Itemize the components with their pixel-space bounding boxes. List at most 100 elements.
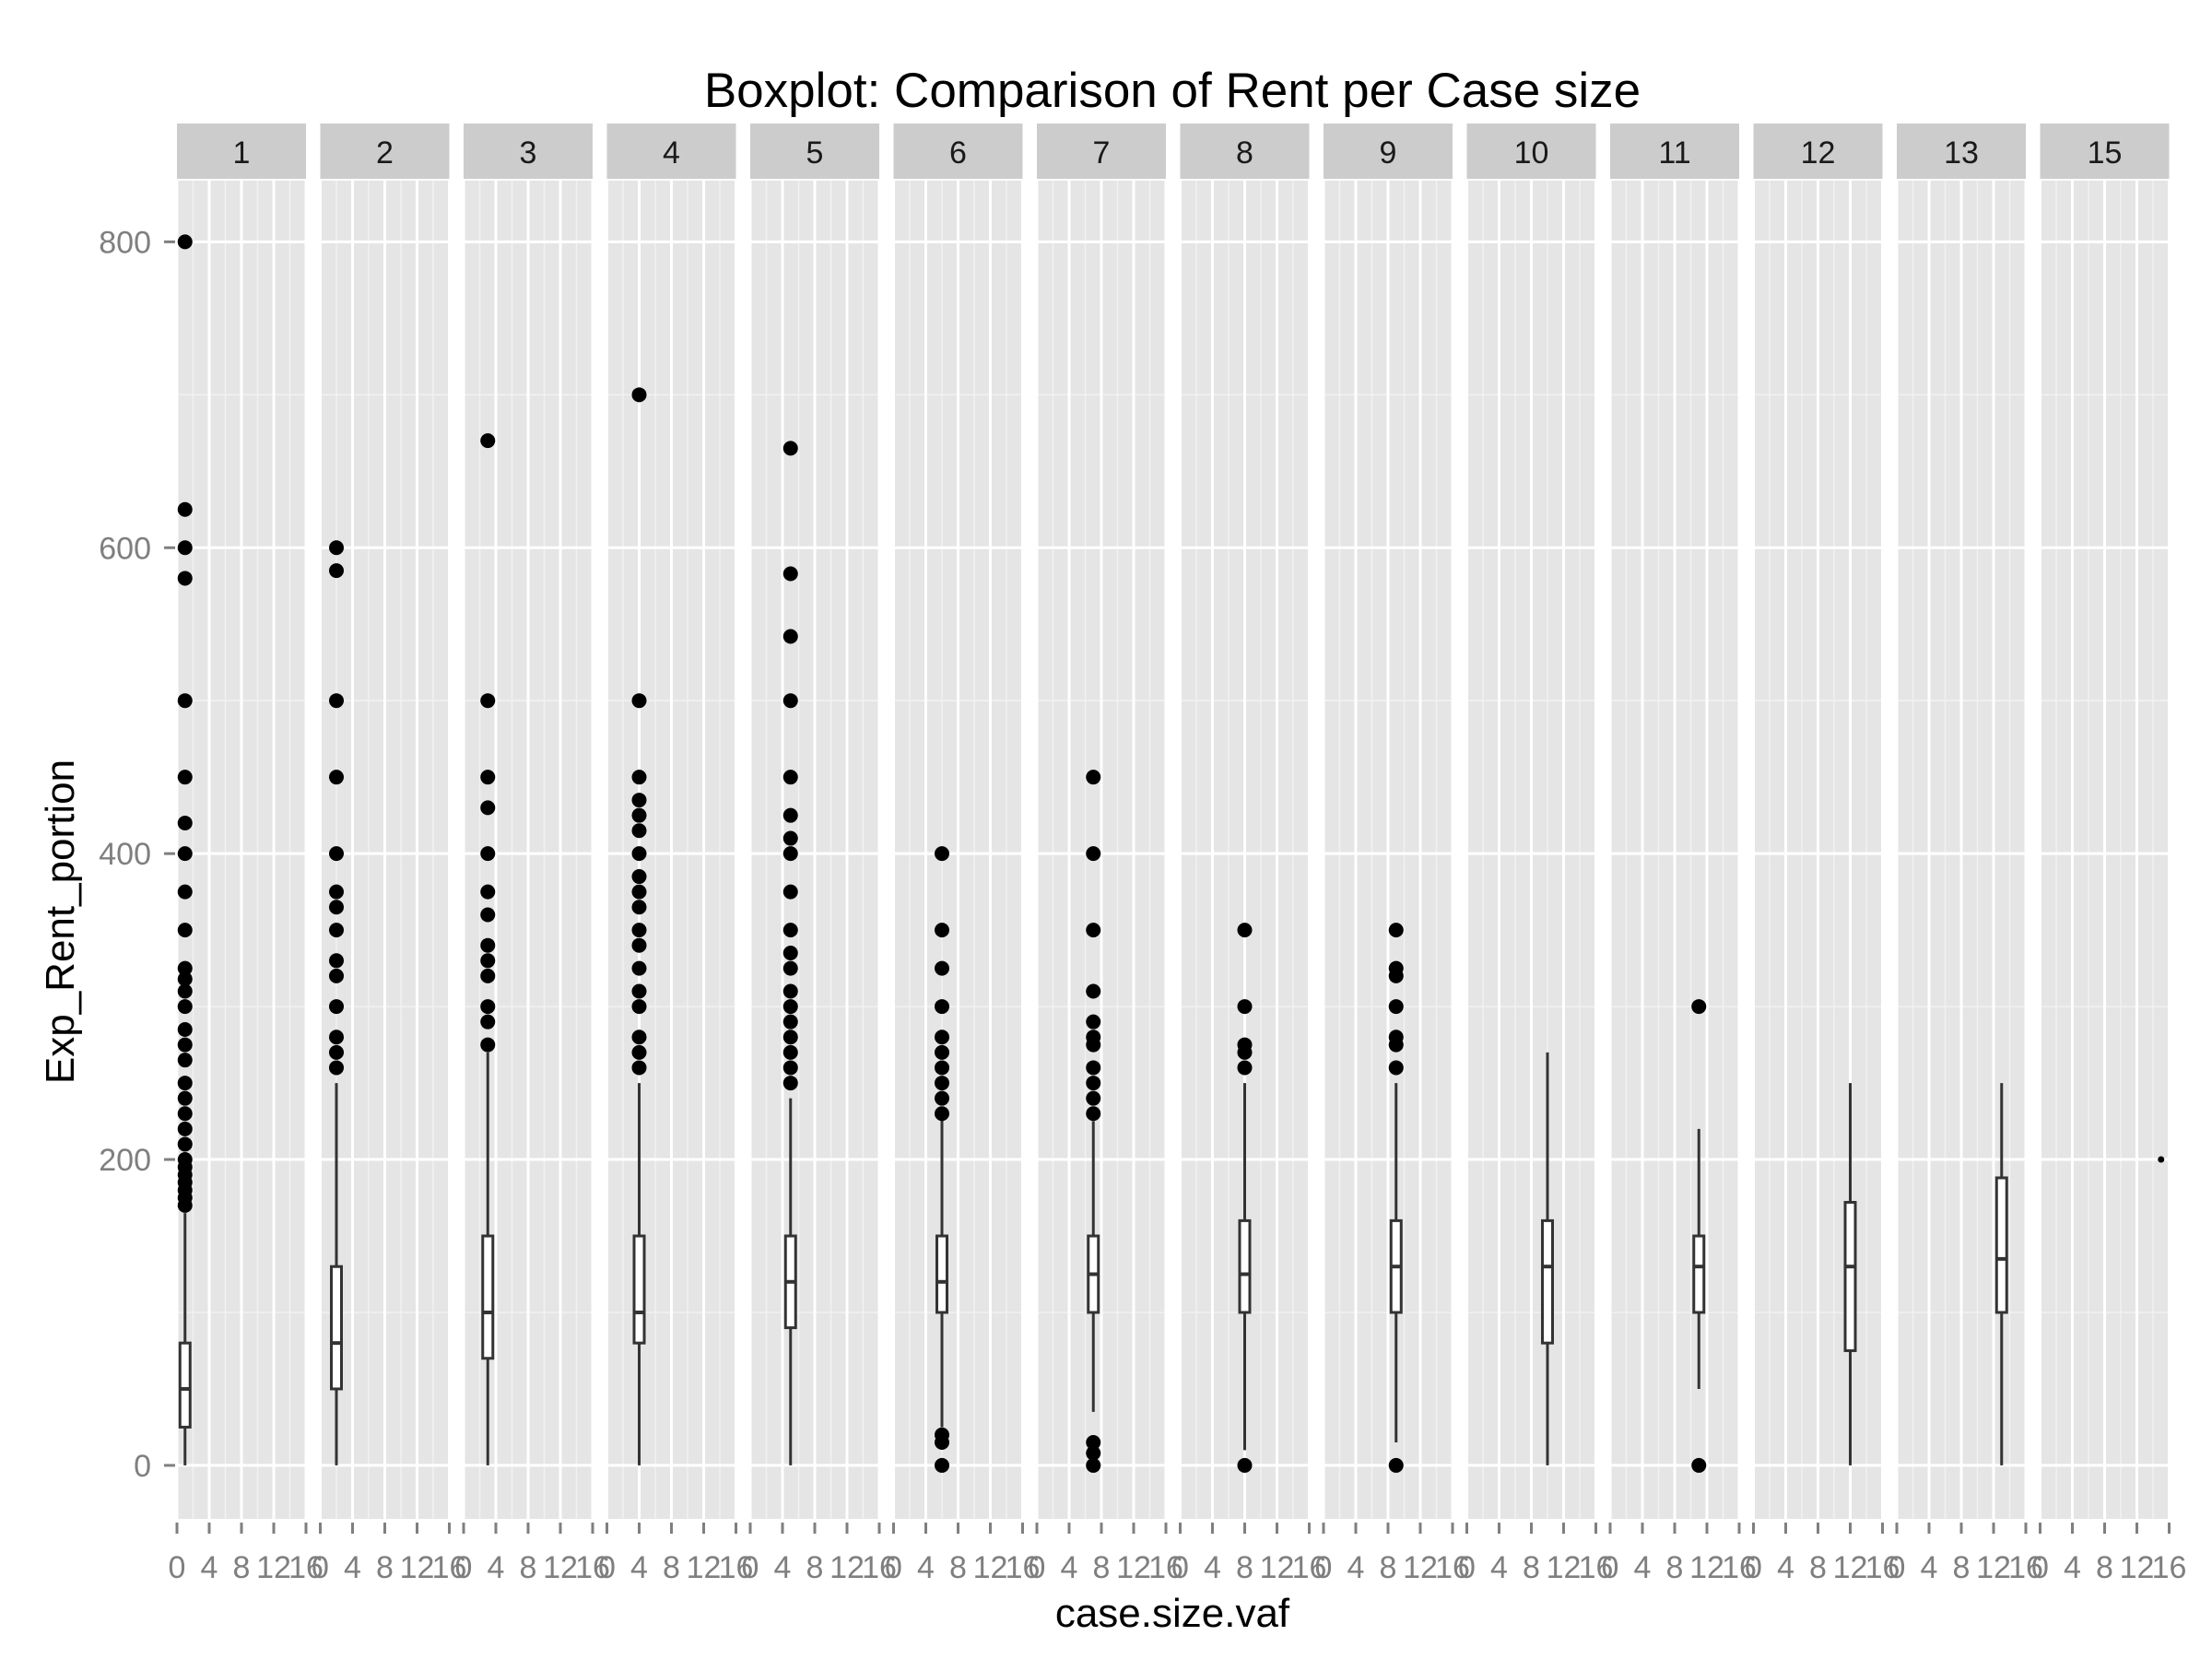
outlier-point bbox=[1086, 770, 1101, 785]
facet-strip-label: 8 bbox=[1236, 135, 1253, 171]
facet-strip bbox=[1324, 124, 1453, 179]
outlier-point bbox=[1086, 1457, 1101, 1473]
outlier-point bbox=[1237, 1457, 1253, 1473]
y-tick-label: 400 bbox=[99, 837, 151, 872]
outlier-point bbox=[1388, 1030, 1404, 1045]
outlier-point bbox=[177, 971, 193, 987]
outlier-point bbox=[631, 846, 647, 862]
x-tick-label: 4 bbox=[917, 1550, 935, 1585]
x-tick-label: 0 bbox=[2031, 1550, 2049, 1585]
x-tick-label: 8 bbox=[1953, 1550, 1971, 1585]
x-tick-label: 0 bbox=[169, 1550, 186, 1585]
outlier-point bbox=[329, 999, 344, 1015]
x-tick-label: 4 bbox=[1777, 1550, 1794, 1585]
facet-strip bbox=[1897, 124, 2026, 179]
outlier-point bbox=[631, 960, 647, 976]
outlier-point bbox=[329, 540, 344, 556]
y-tick-label: 200 bbox=[99, 1143, 151, 1178]
x-tick-label: 16 bbox=[1292, 1550, 1327, 1585]
outlier-point bbox=[935, 1457, 949, 1473]
outlier-point bbox=[631, 983, 647, 999]
x-tick-label: 12 bbox=[1260, 1550, 1295, 1585]
outlier-point bbox=[177, 815, 193, 830]
outlier-point bbox=[1388, 999, 1404, 1015]
facet-strip bbox=[177, 124, 306, 179]
x-axis-title: case.size.vaf bbox=[1055, 1591, 1290, 1636]
outlier-point bbox=[782, 1060, 798, 1076]
outlier-point bbox=[177, 983, 193, 999]
facet-strip bbox=[1466, 124, 1596, 179]
outlier-point bbox=[177, 884, 193, 900]
box-iqr bbox=[935, 1234, 948, 1314]
outlier-point bbox=[935, 1060, 949, 1076]
x-tick-label: 4 bbox=[1204, 1550, 1221, 1585]
outlier-point bbox=[177, 1121, 193, 1136]
facet-strip bbox=[1037, 124, 1166, 179]
outlier-point bbox=[782, 441, 798, 456]
x-tick-label: 12 bbox=[1403, 1550, 1438, 1585]
x-tick-label: 16 bbox=[862, 1550, 897, 1585]
x-tick-label: 16 bbox=[1006, 1550, 1041, 1585]
box-iqr bbox=[1843, 1200, 1857, 1352]
facet-strip-label: 15 bbox=[2088, 135, 2123, 171]
outlier-point bbox=[480, 693, 496, 709]
facet-strip bbox=[320, 124, 450, 179]
outlier-point bbox=[631, 823, 647, 839]
facet-strip bbox=[893, 124, 1023, 179]
outlier-point bbox=[177, 960, 193, 976]
x-tick-label: 0 bbox=[1888, 1550, 1906, 1585]
outlier-point bbox=[935, 999, 949, 1015]
facet-strip-label: 1 bbox=[233, 135, 251, 171]
x-tick-label: 12 bbox=[830, 1550, 865, 1585]
outlier-point bbox=[480, 1014, 496, 1030]
x-tick-label: 4 bbox=[488, 1550, 505, 1585]
outlier-point bbox=[935, 1090, 949, 1106]
x-tick-label: 16 bbox=[288, 1550, 324, 1585]
box-iqr bbox=[1238, 1218, 1252, 1314]
outlier-point bbox=[329, 900, 344, 915]
facet-strip-label: 12 bbox=[1801, 135, 1836, 171]
x-tick-label: 12 bbox=[1689, 1550, 1724, 1585]
outlier-point bbox=[1086, 1030, 1101, 1045]
x-tick-label: 0 bbox=[1458, 1550, 1476, 1585]
outlier-point bbox=[631, 999, 647, 1015]
x-tick-label: 12 bbox=[1547, 1550, 1582, 1585]
x-tick-label: 16 bbox=[1148, 1550, 1183, 1585]
outlier-point bbox=[1388, 960, 1404, 976]
x-tick-label: 16 bbox=[432, 1550, 467, 1585]
outlier-point bbox=[177, 1076, 193, 1091]
y-tick-label: 800 bbox=[99, 225, 151, 260]
x-tick-label: 8 bbox=[1093, 1550, 1111, 1585]
outlier-point bbox=[782, 1014, 798, 1030]
outlier-point bbox=[329, 1044, 344, 1060]
outlier-point bbox=[329, 923, 344, 938]
outlier-point bbox=[329, 770, 344, 785]
facet-strip bbox=[464, 124, 593, 179]
outlier-point bbox=[631, 884, 647, 900]
outlier-point bbox=[177, 999, 193, 1015]
outlier-point bbox=[631, 693, 647, 709]
facet-strip-label: 5 bbox=[806, 135, 824, 171]
facet-strip-label: 10 bbox=[1514, 135, 1549, 171]
outlier-point bbox=[1086, 1090, 1101, 1106]
facet-strip bbox=[750, 124, 879, 179]
x-tick-label: 4 bbox=[1061, 1550, 1078, 1585]
facet-strip bbox=[606, 124, 736, 179]
outlier-point bbox=[782, 1076, 798, 1091]
x-tick-label: 4 bbox=[1347, 1550, 1365, 1585]
outlier-point bbox=[177, 540, 193, 556]
facet-strip-label: 7 bbox=[1093, 135, 1111, 171]
x-tick-label: 8 bbox=[520, 1550, 537, 1585]
outlier-point bbox=[631, 1044, 647, 1060]
outlier-point bbox=[177, 1037, 193, 1053]
x-tick-label: 4 bbox=[1634, 1550, 1652, 1585]
